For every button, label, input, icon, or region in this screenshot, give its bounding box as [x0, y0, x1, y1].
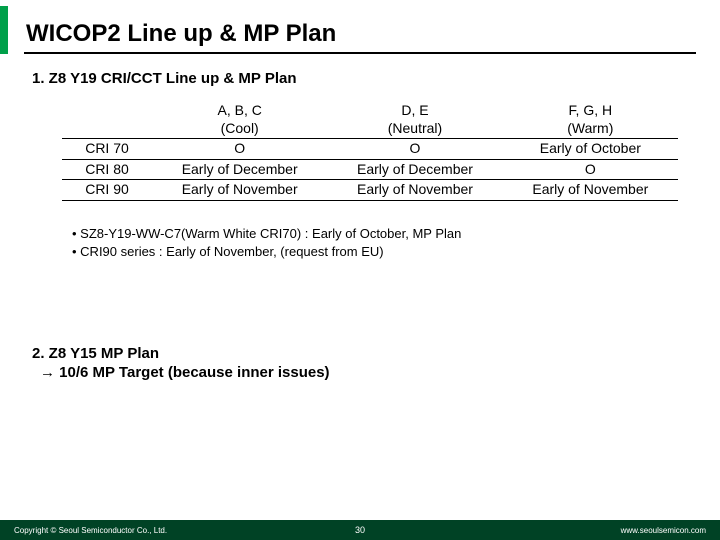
row2-c1: Early of November	[152, 180, 327, 201]
section2-heading: 2. Z8 Y15 MP Plan	[32, 345, 688, 362]
title-accent	[0, 6, 8, 54]
row0-label: CRI 70	[62, 139, 152, 160]
header-col2: D, E (Neutral)	[327, 101, 502, 139]
header-col2-l2: (Neutral)	[331, 120, 498, 138]
row1-c2: Early of December	[327, 159, 502, 180]
row2-label: CRI 90	[62, 180, 152, 201]
table-row: CRI 70 O O Early of October	[62, 139, 678, 160]
header-col1-l2: (Cool)	[156, 120, 323, 138]
header-col2-l1: D, E	[331, 102, 498, 120]
header-col1-l1: A, B, C	[156, 102, 323, 120]
slide: WICOP2 Line up & MP Plan 1. Z8 Y19 CRI/C…	[0, 0, 720, 540]
header-col3-l2: (Warm)	[507, 120, 674, 138]
note-1: SZ8-Y19-WW-C7(Warm White CRI70) : Early …	[72, 225, 688, 243]
section2-subline: → 10/6 MP Target (because inner issues)	[40, 364, 688, 381]
section1-heading: 1. Z8 Y19 CRI/CCT Line up & MP Plan	[32, 70, 688, 87]
notes: SZ8-Y19-WW-C7(Warm White CRI70) : Early …	[72, 225, 688, 261]
footer-page: 30	[0, 525, 720, 535]
title-rule	[24, 52, 696, 54]
row1-c1: Early of December	[152, 159, 327, 180]
row0-c2: O	[327, 139, 502, 160]
table-wrap: A, B, C (Cool) D, E (Neutral) F, G, H (W…	[62, 101, 678, 201]
table-row: CRI 90 Early of November Early of Novemb…	[62, 180, 678, 201]
cri-table: A, B, C (Cool) D, E (Neutral) F, G, H (W…	[62, 101, 678, 201]
page-title: WICOP2 Line up & MP Plan	[26, 20, 336, 54]
footer: Copyright © Seoul Semiconductor Co., Ltd…	[0, 520, 720, 540]
row1-c3: O	[503, 159, 678, 180]
section-2: 2. Z8 Y15 MP Plan → 10/6 MP Target (beca…	[32, 345, 688, 381]
note-2: CRI90 series : Early of November, (reque…	[72, 243, 688, 261]
title-bar: WICOP2 Line up & MP Plan	[0, 0, 720, 54]
row0-c3: Early of October	[503, 139, 678, 160]
header-blank	[62, 101, 152, 139]
table-header-row: A, B, C (Cool) D, E (Neutral) F, G, H (W…	[62, 101, 678, 139]
header-col3-l1: F, G, H	[507, 102, 674, 120]
section-1: 1. Z8 Y19 CRI/CCT Line up & MP Plan A, B…	[32, 70, 688, 261]
table-row: CRI 80 Early of December Early of Decemb…	[62, 159, 678, 180]
row1-label: CRI 80	[62, 159, 152, 180]
row0-c1: O	[152, 139, 327, 160]
header-col3: F, G, H (Warm)	[503, 101, 678, 139]
row2-c3: Early of November	[503, 180, 678, 201]
arrow-icon: → 10/6 MP Target (because inner issues)	[40, 364, 330, 381]
row2-c2: Early of November	[327, 180, 502, 201]
header-col1: A, B, C (Cool)	[152, 101, 327, 139]
